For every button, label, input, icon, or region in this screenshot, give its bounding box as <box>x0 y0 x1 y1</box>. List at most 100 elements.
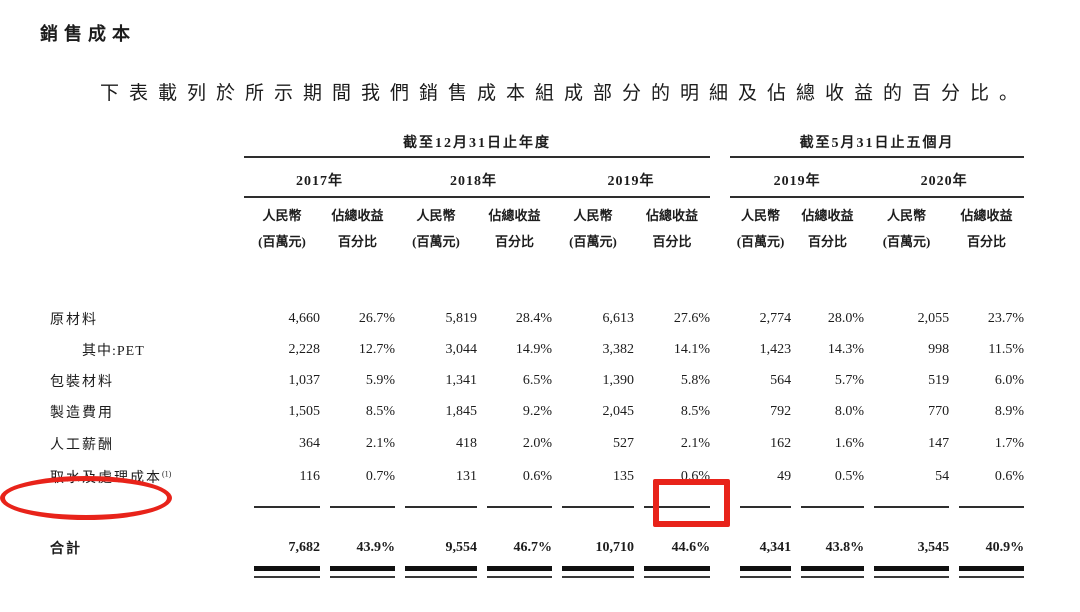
table-cell: 0.7% <box>365 469 395 484</box>
table-cell: 135 <box>613 469 634 484</box>
table-row-labor: 人工薪酬 364 2.1% 418 2.0% 527 2.1% 162 1.6%… <box>0 427 1024 460</box>
total-label: 合計 <box>50 542 82 557</box>
col-header-pct: 佔總收益 百分比 <box>646 207 699 249</box>
table-cell: 527 <box>613 435 634 451</box>
table-cell: 1,341 <box>445 372 478 388</box>
col-header-rmb: 人民幣 (百萬元) <box>882 207 931 249</box>
table-cell: 2,228 <box>288 341 321 357</box>
table-cell: 519 <box>928 372 950 388</box>
section-title: 銷售成本 <box>40 24 136 44</box>
subheader-row: 人民幣 (百萬元) 佔總收益 百分比 人民幣 (百萬元) 佔總收益 百分比 人民… <box>0 197 1024 259</box>
table-cell: 0.5% <box>834 469 865 484</box>
table-cell: 11.5% <box>988 341 1025 357</box>
row-label: 包裝材料 <box>50 374 114 390</box>
table-cell: 5,819 <box>445 310 478 326</box>
row-label: 製造費用 <box>50 405 114 421</box>
table-cell: 14.9% <box>515 341 552 357</box>
table-cell: 998 <box>928 341 950 357</box>
total-cell: 46.7% <box>513 540 553 555</box>
table-cell: 8.0% <box>834 403 865 419</box>
table-cell: 5.9% <box>365 372 395 388</box>
row-label: 其中:PET <box>82 343 145 359</box>
intro-paragraph: 下表載列於所示期間我們銷售成本組成部分的明細及佔總收益的百分比。 <box>100 83 1029 104</box>
spacer-row <box>0 508 1024 534</box>
table-cell: 6.0% <box>994 372 1025 388</box>
red-box-annotation <box>653 479 730 527</box>
table-cell: 2,055 <box>917 310 950 326</box>
row-label: 人工薪酬 <box>50 437 114 453</box>
total-rule-row <box>0 562 1025 578</box>
table-cell: 1.6% <box>834 435 865 451</box>
subtotal-rule-row <box>0 494 1025 508</box>
total-cell: 4,341 <box>759 540 792 555</box>
total-cell: 7,682 <box>288 540 321 555</box>
table-cell: 27.6% <box>673 310 711 326</box>
year-header-2017: 2017年 <box>244 157 395 198</box>
table-cell: 1,845 <box>445 403 478 419</box>
year-header-2018: 2018年 <box>395 157 552 198</box>
table-cell: 0.6% <box>522 469 552 484</box>
table-cell: 3,382 <box>602 341 635 357</box>
total-cell: 9,554 <box>445 540 478 555</box>
table-cell: 12.7% <box>358 341 395 357</box>
total-cell: 44.6% <box>671 540 711 555</box>
table-cell: 28.4% <box>515 310 552 326</box>
period-header-row: 截至12月31日止年度 截至5月31日止五個月 <box>0 131 1025 158</box>
col-header-pct: 佔總收益 百分比 <box>331 207 384 249</box>
total-cell: 43.8% <box>825 540 865 555</box>
table-cell: 3,044 <box>445 341 478 357</box>
table-cell: 147 <box>928 435 950 451</box>
table-row-pet: 其中:PET 2,228 12.7% 3,044 14.9% 3,382 14.… <box>0 334 1024 365</box>
red-ellipse-annotation <box>0 476 172 520</box>
table-cell: 792 <box>770 403 792 419</box>
col-header-rmb: 人民幣 (百萬元) <box>736 207 785 249</box>
table-cell: 564 <box>770 372 792 388</box>
table-cell: 14.1% <box>673 341 711 357</box>
table-cell: 26.7% <box>358 310 395 326</box>
table-cell: 23.7% <box>987 310 1025 326</box>
table-cell: 6,613 <box>602 310 635 326</box>
table-cell: 8.9% <box>994 403 1025 419</box>
period-header-five-months: 截至5月31日止五個月 <box>730 131 1025 158</box>
table-cell: 418 <box>456 435 477 451</box>
table-cell: 5.7% <box>834 372 865 388</box>
table-cell: 2,774 <box>759 310 792 326</box>
col-header-pct: 佔總收益 百分比 <box>801 207 854 249</box>
table-cell: 4,660 <box>288 310 321 326</box>
table-cell: 2.1% <box>365 435 395 451</box>
table-cell: 1,390 <box>602 372 635 388</box>
col-header-rmb: 人民幣 (百萬元) <box>569 207 617 249</box>
table-cell: 28.0% <box>827 310 865 326</box>
table-cell: 1.7% <box>994 435 1025 451</box>
table-cell: 131 <box>456 469 477 484</box>
table-row-packaging: 包裝材料 1,037 5.9% 1,341 6.5% 1,390 5.8% 56… <box>0 365 1024 396</box>
col-header-rmb: 人民幣 (百萬元) <box>412 207 460 249</box>
year-header-row: 2017年 2018年 2019年 2019年 2020年 <box>0 157 1025 198</box>
year-header-2019-5m: 2019年 <box>730 157 865 198</box>
total-cell: 3,545 <box>917 540 950 555</box>
total-cell: 40.9% <box>985 540 1025 555</box>
table-cell: 0.6% <box>994 469 1025 484</box>
col-header-pct: 佔總收益 百分比 <box>488 207 541 249</box>
table-cell: 8.5% <box>365 403 395 419</box>
total-cell: 10,710 <box>595 540 635 555</box>
table-cell: 6.5% <box>522 372 552 388</box>
year-header-2020-5m: 2020年 <box>864 157 1025 198</box>
table-cell: 1,505 <box>288 403 321 419</box>
table-cell: 1,423 <box>759 341 792 357</box>
col-header-rmb: 人民幣 (百萬元) <box>258 207 306 249</box>
table-row-manufacturing: 製造費用 1,505 8.5% 1,845 9.2% 2,045 8.5% 79… <box>0 396 1024 427</box>
row-label: 原材料 <box>50 312 98 328</box>
col-header-pct: 佔總收益 百分比 <box>960 207 1013 249</box>
table-cell: 2,045 <box>602 403 635 419</box>
table-cell: 9.2% <box>522 403 552 419</box>
table-cell: 5.8% <box>680 372 711 388</box>
table-cell: 14.3% <box>827 341 865 357</box>
table-cell: 8.5% <box>680 403 711 419</box>
footnote-marker: (1) <box>162 469 172 479</box>
table-cell: 162 <box>770 435 792 451</box>
total-cell: 43.9% <box>356 540 396 555</box>
table-cell: 1,037 <box>288 372 321 388</box>
table-cell: 2.1% <box>680 435 711 451</box>
